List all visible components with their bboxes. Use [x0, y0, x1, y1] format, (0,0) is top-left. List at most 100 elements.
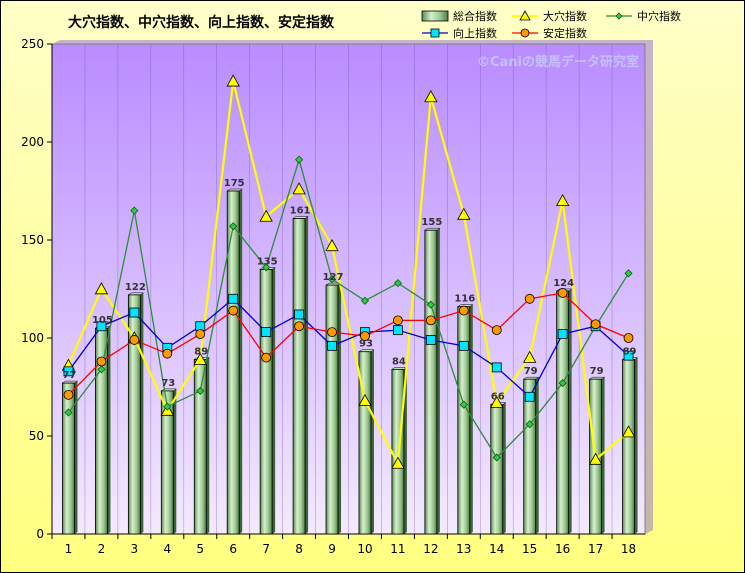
bar	[127, 294, 141, 535]
bar-side	[173, 388, 177, 534]
bar-data-label: 124	[553, 278, 574, 289]
x-tick-label: 17	[588, 542, 603, 556]
marker-triangle	[94, 282, 109, 295]
marker-square	[557, 329, 568, 339]
marker-square	[393, 325, 403, 336]
bar-side	[370, 349, 374, 534]
x-tick-label: 9	[328, 542, 336, 556]
marker-circle	[590, 319, 601, 330]
marker-circle	[228, 305, 239, 316]
bar-data-label: 89	[194, 347, 208, 358]
bar	[259, 268, 273, 535]
marker-triangle	[391, 456, 405, 469]
bar	[523, 378, 537, 535]
bar	[424, 229, 438, 535]
marker-diamond	[130, 206, 139, 215]
x-tick-label: 6	[229, 542, 237, 556]
x-tick-label: 15	[522, 542, 537, 556]
marker-circle	[63, 389, 74, 400]
marker-circle	[393, 315, 403, 326]
marker-diamond	[624, 269, 633, 278]
marker-triangle	[424, 90, 438, 103]
marker-triangle	[259, 209, 273, 222]
marker-circle	[557, 288, 568, 298]
bar-data-label: 116	[454, 294, 475, 305]
marker-triangle	[490, 395, 504, 408]
watermark-text: ©Caniの競馬データ研究室	[477, 54, 639, 70]
bar-data-label: 122	[125, 282, 146, 293]
marker-square	[524, 391, 535, 402]
bar-data-label: 89	[623, 347, 637, 358]
bar-side	[634, 357, 638, 534]
bar-data-label: 155	[421, 217, 442, 228]
y-tick-label: 200	[21, 135, 44, 149]
marker-circle	[96, 356, 107, 367]
bar	[556, 290, 570, 535]
x-tick-label: 3	[131, 542, 139, 556]
marker-circle	[524, 293, 535, 304]
series-line	[67, 157, 630, 459]
marker-triangle	[325, 239, 339, 252]
marker-square	[458, 340, 469, 351]
bar-data-label: 161	[290, 205, 311, 216]
x-tick-label: 16	[555, 542, 570, 556]
marker-square	[425, 335, 436, 345]
bar-side	[535, 377, 539, 534]
marker-triangle	[519, 10, 531, 21]
bar-side	[338, 283, 342, 534]
marker-diamond	[163, 402, 172, 411]
x-tick-label: 13	[456, 542, 471, 556]
series-line	[68, 292, 629, 396]
marker-square	[623, 350, 634, 361]
marker-circle	[327, 327, 337, 338]
marker-circle	[162, 348, 173, 359]
bar	[325, 284, 339, 535]
bar	[193, 359, 207, 535]
bar-side	[403, 367, 407, 534]
marker-diamond	[525, 420, 534, 429]
marker-diamond	[558, 379, 567, 388]
marker-triangle	[193, 352, 207, 365]
y-tick-label: 100	[21, 331, 44, 345]
bar-side	[107, 326, 111, 534]
marker-diamond	[492, 453, 501, 462]
x-tick-label: 1	[65, 542, 73, 556]
chart-title: 大穴指数、中穴指数、向上指数、安定指数	[68, 14, 335, 31]
marker-circle	[425, 315, 436, 326]
x-tick-label: 2	[98, 542, 106, 556]
bar-data-label: 79	[524, 366, 538, 377]
bar-side	[601, 377, 605, 534]
marker-circle	[491, 325, 502, 336]
y-tick-label: 0	[36, 527, 44, 541]
y-tick-label: 250	[21, 37, 44, 51]
bar	[457, 306, 471, 535]
marker-square	[294, 309, 304, 320]
marker-circle	[360, 331, 370, 341]
marker-square	[129, 307, 140, 318]
marker-square	[63, 366, 74, 377]
legend-label: 安定指数	[543, 26, 587, 40]
marker-triangle	[457, 207, 471, 220]
legend-label: 大穴指数	[543, 9, 587, 23]
series-line	[67, 80, 630, 468]
bar-side	[469, 304, 473, 534]
bar-data-label: 79	[590, 366, 604, 377]
bar-side	[239, 189, 243, 534]
marker-diamond	[97, 365, 106, 374]
marker-circle	[520, 28, 530, 38]
y-tick-label: 150	[21, 233, 44, 247]
marker-diamond	[615, 12, 623, 20]
bar-side	[140, 292, 144, 534]
bar-data-label: 84	[392, 356, 406, 367]
bar-side	[272, 267, 276, 534]
bar-side	[206, 357, 210, 534]
marker-triangle	[588, 452, 603, 465]
marker-diamond	[360, 296, 370, 305]
marker-diamond	[64, 408, 73, 417]
marker-circle	[623, 333, 634, 343]
marker-diamond	[327, 275, 337, 284]
legend-swatch-bar	[421, 10, 449, 22]
